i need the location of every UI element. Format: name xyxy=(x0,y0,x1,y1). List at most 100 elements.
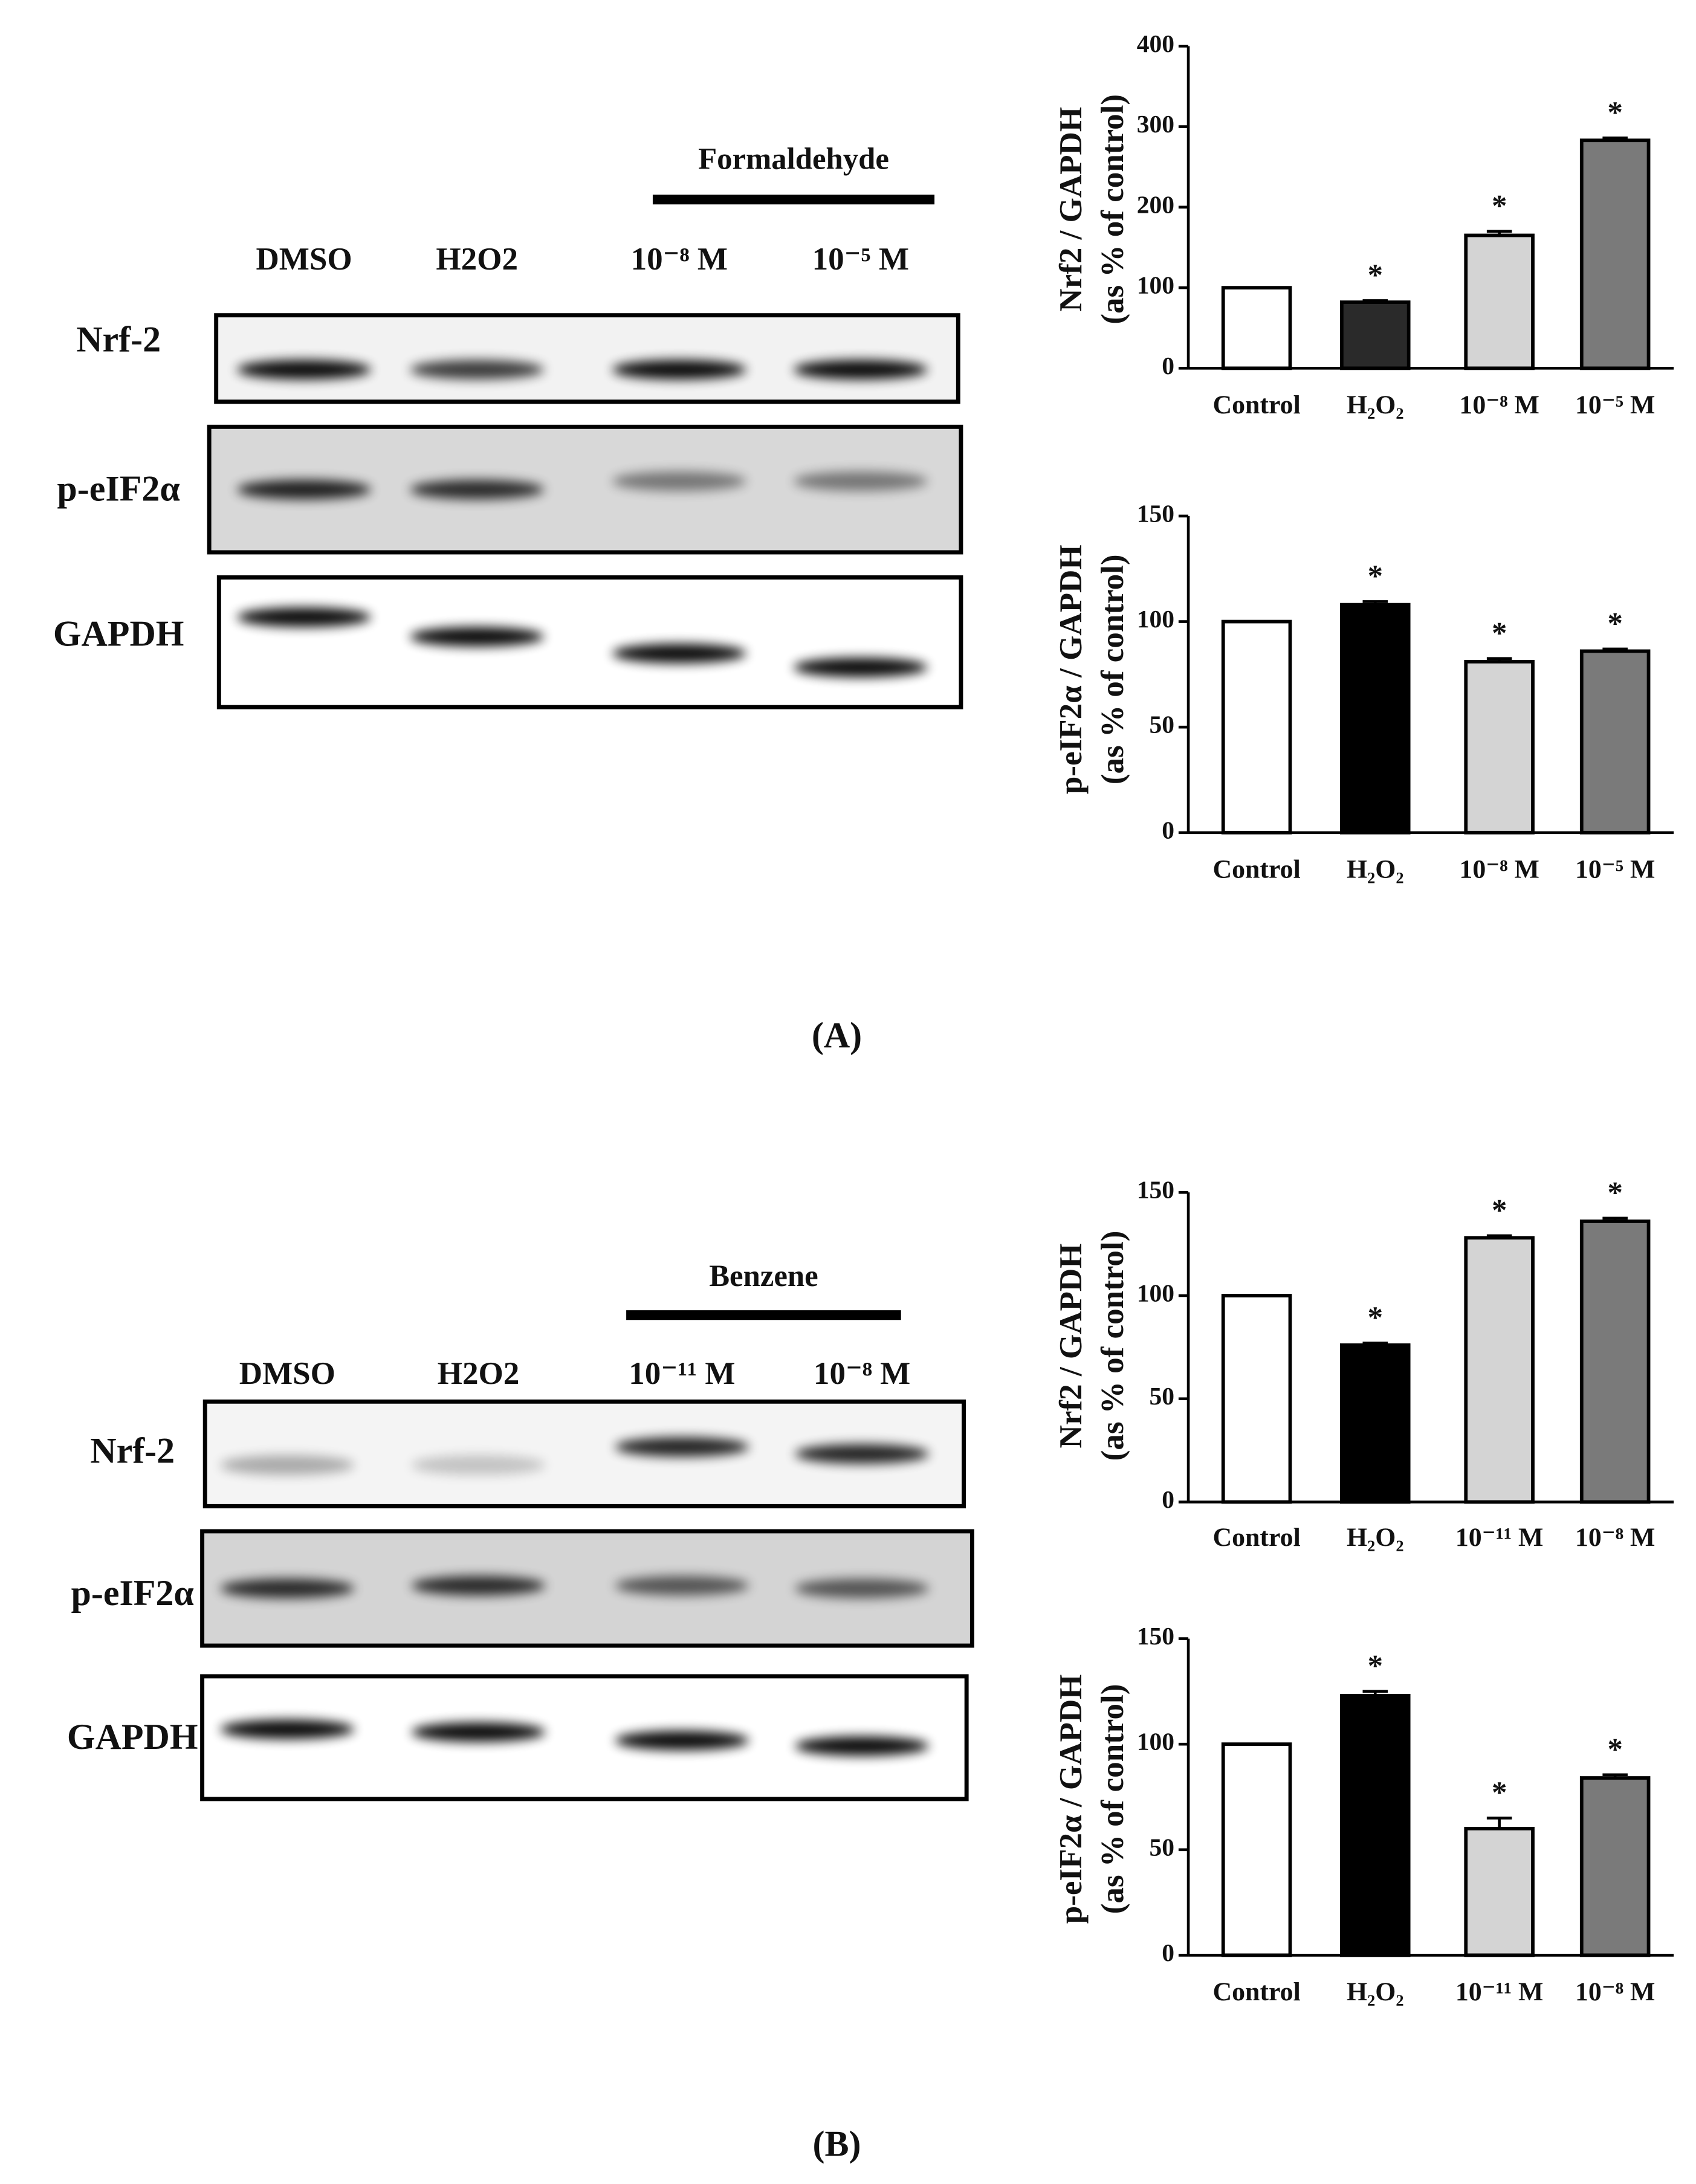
bar xyxy=(1339,1343,1411,1504)
x-tick-label: 10⁻⁸ M xyxy=(1459,390,1539,419)
error-bar xyxy=(1602,136,1628,141)
blot-band xyxy=(615,1437,749,1457)
bar xyxy=(1221,619,1292,835)
error-bar xyxy=(1486,1817,1512,1829)
blot-band xyxy=(794,360,928,380)
y-axis-label: (as % of control) xyxy=(1095,1231,1130,1461)
lane-label: H2O2 xyxy=(436,242,518,277)
significance-marker: * xyxy=(1607,1733,1622,1766)
blot-band xyxy=(411,1722,546,1742)
x-tick-label: H₂O₂ xyxy=(1347,855,1403,884)
blot-band xyxy=(794,471,928,491)
x-tick-label: Control xyxy=(1212,1977,1300,2006)
bar xyxy=(1221,286,1292,370)
significance-marker: * xyxy=(1492,616,1507,650)
error-bar xyxy=(1486,230,1512,236)
bar xyxy=(1464,1236,1535,1504)
error-bar xyxy=(1362,600,1388,605)
bar xyxy=(1339,1693,1411,1957)
bar xyxy=(1339,603,1411,835)
y-tick-label: 50 xyxy=(1149,1833,1174,1861)
significance-marker: * xyxy=(1607,1176,1622,1210)
bar xyxy=(1221,1294,1292,1504)
x-tick-label: H₂O₂ xyxy=(1347,1977,1403,2006)
bar xyxy=(1464,1826,1535,1957)
y-tick-label: 0 xyxy=(1162,1939,1174,1966)
significance-marker: * xyxy=(1607,607,1622,641)
x-tick-label: 10⁻¹¹ M xyxy=(1455,1523,1544,1552)
lane-label: 10⁻⁵ M xyxy=(812,242,909,277)
lane-label: H2O2 xyxy=(438,1356,520,1391)
blot-band xyxy=(612,644,746,664)
lane-label: DMSO xyxy=(239,1356,335,1391)
row-label: p-eIF2α xyxy=(57,469,180,509)
bar xyxy=(1221,1742,1292,1957)
x-tick-label: Control xyxy=(1212,390,1300,419)
error-bar xyxy=(1602,1216,1628,1221)
x-tick-label: 10⁻⁸ M xyxy=(1575,1977,1655,2006)
lane-label: 10⁻¹¹ M xyxy=(629,1356,735,1391)
blot-band xyxy=(615,1575,749,1596)
bar xyxy=(1579,649,1651,835)
y-axis-label: p-eIF2α / GAPDH xyxy=(1054,544,1089,794)
blot-band xyxy=(612,471,746,491)
x-tick-label: 10⁻⁵ M xyxy=(1575,390,1655,419)
error-bar xyxy=(1362,1342,1388,1345)
error-bar xyxy=(1362,299,1388,303)
y-tick-label: 100 xyxy=(1137,1728,1174,1756)
significance-marker: * xyxy=(1492,189,1507,223)
group-label: Formaldehyde xyxy=(698,142,889,176)
bar xyxy=(1464,233,1535,370)
y-tick-label: 50 xyxy=(1149,1382,1174,1410)
blot-membrane xyxy=(214,313,960,404)
x-tick-label: 10⁻⁵ M xyxy=(1575,855,1655,884)
blot-band xyxy=(615,1730,749,1751)
blot-band xyxy=(795,1736,929,1756)
blot-membrane xyxy=(216,575,963,709)
blot-band xyxy=(220,1578,355,1598)
blot-band xyxy=(237,479,371,500)
error-bar xyxy=(1602,1773,1628,1779)
y-tick-label: 0 xyxy=(1162,816,1174,844)
x-tick-label: 10⁻⁸ M xyxy=(1459,855,1539,884)
bar xyxy=(1579,1220,1651,1504)
lane-label: 10⁻⁸ M xyxy=(631,242,728,277)
row-label: Nrf-2 xyxy=(90,1431,175,1471)
bar xyxy=(1464,660,1535,835)
lane-label: DMSO xyxy=(256,242,352,277)
y-tick-label: 50 xyxy=(1149,711,1174,738)
group-label: Benzene xyxy=(709,1259,818,1293)
y-tick-label: 150 xyxy=(1137,1622,1174,1650)
y-tick-label: 300 xyxy=(1137,110,1174,138)
y-tick-label: 400 xyxy=(1137,30,1174,57)
x-tick-label: 10⁻⁸ M xyxy=(1575,1523,1655,1552)
y-tick-label: 200 xyxy=(1137,190,1174,218)
significance-marker: * xyxy=(1368,559,1383,593)
blot-band xyxy=(795,1444,929,1464)
error-bar xyxy=(1362,1690,1388,1696)
blot-band xyxy=(410,627,544,647)
x-tick-label: Control xyxy=(1212,855,1300,884)
blot-band xyxy=(410,360,544,380)
significance-marker: * xyxy=(1492,1194,1507,1227)
y-tick-label: 150 xyxy=(1137,500,1174,528)
bar xyxy=(1579,138,1651,370)
blot-band xyxy=(612,360,746,380)
significance-marker: * xyxy=(1368,1300,1383,1334)
y-axis-label: (as % of control) xyxy=(1095,554,1130,784)
bar xyxy=(1339,300,1411,370)
y-tick-label: 0 xyxy=(1162,352,1174,380)
error-bar xyxy=(1486,1234,1512,1238)
y-axis-label: (as % of control) xyxy=(1095,1684,1130,1914)
y-tick-label: 0 xyxy=(1162,1485,1174,1513)
y-tick-label: 100 xyxy=(1137,605,1174,633)
x-tick-label: 10⁻¹¹ M xyxy=(1455,1977,1544,2006)
y-axis-label: Nrf2 / GAPDH xyxy=(1054,107,1089,312)
significance-marker: * xyxy=(1607,95,1622,129)
error-bar xyxy=(1486,657,1512,662)
y-tick-label: 150 xyxy=(1137,1176,1174,1204)
blot-band xyxy=(237,607,371,627)
blot-band xyxy=(411,1575,546,1596)
x-tick-label: H₂O₂ xyxy=(1347,1523,1403,1552)
blot-band xyxy=(220,1455,355,1475)
